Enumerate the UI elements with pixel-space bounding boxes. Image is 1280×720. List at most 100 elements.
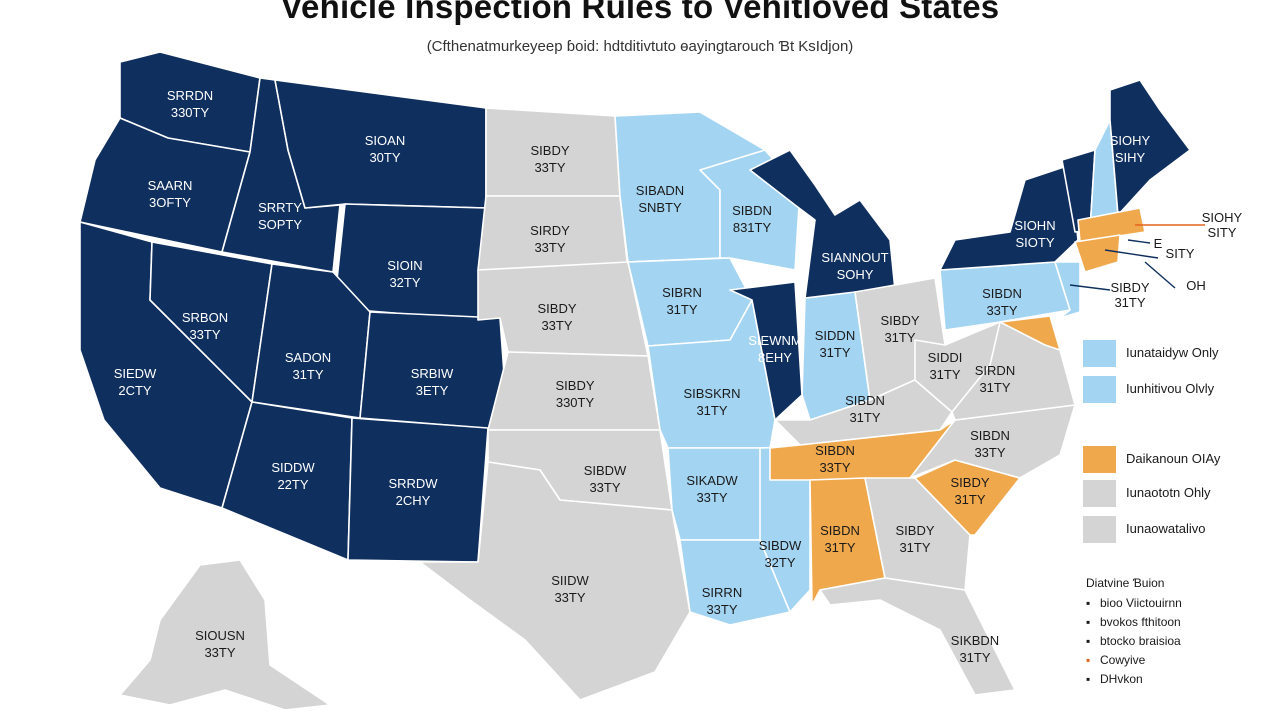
callout-label-nj: SIBDY 31TY (1110, 280, 1149, 310)
state-ak (119, 559, 331, 711)
state-label-line: SRRTY (258, 200, 302, 215)
state-label-pa: SIBDN 33TY (982, 286, 1022, 318)
state-label-line: 3ETY (416, 383, 449, 398)
state-label-il: SIEWNM 8EHY (748, 333, 801, 365)
state-label-ar: SIKADW 33TY (686, 473, 738, 505)
legend-swatch (1083, 480, 1116, 507)
legend: Iunataidyw Only Iunhitivou Olvly Daikanoun… (1083, 340, 1221, 543)
state-label-line: 31TY (979, 380, 1010, 395)
state-label-in: SIDDN 31TY (815, 328, 855, 360)
state-label-line: 33TY (696, 490, 727, 505)
state-label-line: 33TY (554, 590, 585, 605)
callout-leader-de (1144, 261, 1176, 289)
state-label-line: 33TY (189, 327, 220, 342)
state-label-line: 2CHY (396, 493, 431, 508)
source-bullet-icon: ▪ (1086, 653, 1090, 667)
state-label-line: 31TY (666, 302, 697, 317)
state-label-nv: SRBON 33TY (182, 310, 228, 342)
state-label-line: 33TY (534, 160, 565, 175)
state-label-line: 330TY (556, 395, 595, 410)
state-label-ms: SIBDW 32TY (759, 538, 802, 570)
state-label-line: SIDDI (928, 350, 963, 365)
state-label-line: 31TY (849, 410, 880, 425)
callout-label-ct: SITY (1166, 246, 1195, 261)
state-fl (819, 577, 1016, 696)
state-me (1109, 79, 1191, 216)
state-wv (914, 321, 1001, 413)
state-label-fl: SIKBDN 31TY (951, 633, 999, 665)
state-il (729, 281, 803, 421)
state-label-line: 32TY (389, 275, 420, 290)
state-label-line: SIEWNM (748, 333, 801, 348)
state-label-line: SAARN (148, 178, 193, 193)
state-ct (1074, 234, 1121, 273)
state-label-line: SIIDW (551, 573, 589, 588)
state-mi (749, 149, 896, 299)
state-label-line: 31TY (819, 345, 850, 360)
state-ga (864, 477, 971, 591)
callout-label-line: 31TY (1114, 295, 1145, 310)
legend-swatch (1083, 516, 1116, 543)
source-item: DHvkon (1100, 672, 1143, 686)
state-tx (419, 461, 691, 701)
source-bullet-icon: ▪ (1086, 672, 1090, 686)
state-label-ak: SIOUSN 33TY (195, 628, 245, 660)
state-label-line: 33TY (819, 460, 850, 475)
callout-label-line: SIOHY (1202, 210, 1243, 225)
state-label-line: SIBDY (555, 378, 594, 393)
callout-leader-ct (1104, 249, 1159, 259)
callout-leader-ri (1127, 239, 1151, 244)
state-label-line: 31TY (954, 492, 985, 507)
state-label-sc: SIBDY 31TY (950, 475, 989, 507)
source-bullet-icon: ▪ (1086, 596, 1090, 610)
state-label-line: SIDDW (271, 460, 315, 475)
state-label-wa: SRRDN 330TY (167, 88, 213, 120)
state-label-line: SIOHN (1014, 218, 1055, 233)
state-label-line: SIOIN (387, 258, 422, 273)
state-label-line: 330TY (171, 105, 210, 120)
state-label-nm: SRRDW 2CHY (388, 476, 438, 508)
state-label-line: SIBDW (584, 463, 627, 478)
source-bullet-icon: ▪ (1086, 615, 1090, 629)
map-subtitle: (Cfthenatmurkeyeep ɓoid: hdtditivtuto ɵa… (426, 38, 854, 55)
state-label-line: SIRRN (702, 585, 742, 600)
state-label-line: SADON (285, 350, 331, 365)
state-label-al: SIBDN 31TY (820, 523, 860, 555)
callout-label-line: OH (1186, 278, 1206, 293)
state-label-wy: SIOIN 32TY (387, 258, 422, 290)
state-label-id: SRRTY SOPTY (258, 200, 302, 232)
state-label-line: 8EHY (758, 350, 792, 365)
state-label-line: SIBDN (970, 428, 1010, 443)
state-label-line: SIBSKRN (683, 386, 740, 401)
legend-swatch (1083, 376, 1116, 403)
state-label-wi: SIBDN 831TY (732, 203, 772, 235)
state-label-line: 31TY (959, 650, 990, 665)
state-la (679, 539, 791, 626)
legend-label: Iunaowatalivo (1126, 521, 1206, 536)
state-label-co: SRBIW 3ETY (411, 366, 454, 398)
legend-swatch (1083, 446, 1116, 473)
state-label-line: SOHY (837, 267, 874, 282)
state-label-ga: SIBDY 31TY (895, 523, 934, 555)
source-item: bioo Viictouirnn (1100, 596, 1182, 610)
state-label-line: SIBDY (537, 301, 576, 316)
state-label-line: SIHY (1115, 150, 1146, 165)
source-item: bvokos fthitoon (1100, 615, 1181, 629)
state-label-line: 33TY (706, 602, 737, 617)
state-label-line: 30TY (369, 150, 400, 165)
state-label-nd: SIBDY 33TY (530, 143, 569, 175)
state-label-nc: SIBDN 33TY (970, 428, 1010, 460)
state-label-line: SIBDN (845, 393, 885, 408)
state-label-line: SIBDN (815, 443, 855, 458)
state-ma (1077, 207, 1146, 243)
state-label-me: SIOHY SIHY (1110, 133, 1151, 165)
callout-label-ri: E (1154, 236, 1163, 251)
state-label-ks: SIBDY 330TY (555, 378, 594, 410)
state-label-line: SRRDN (167, 88, 213, 103)
state-label-line: SIBRN (662, 285, 702, 300)
state-label-la: SIRRN 33TY (702, 585, 742, 617)
state-layer (79, 51, 1191, 711)
state-label-line: SIBDN (820, 523, 860, 538)
